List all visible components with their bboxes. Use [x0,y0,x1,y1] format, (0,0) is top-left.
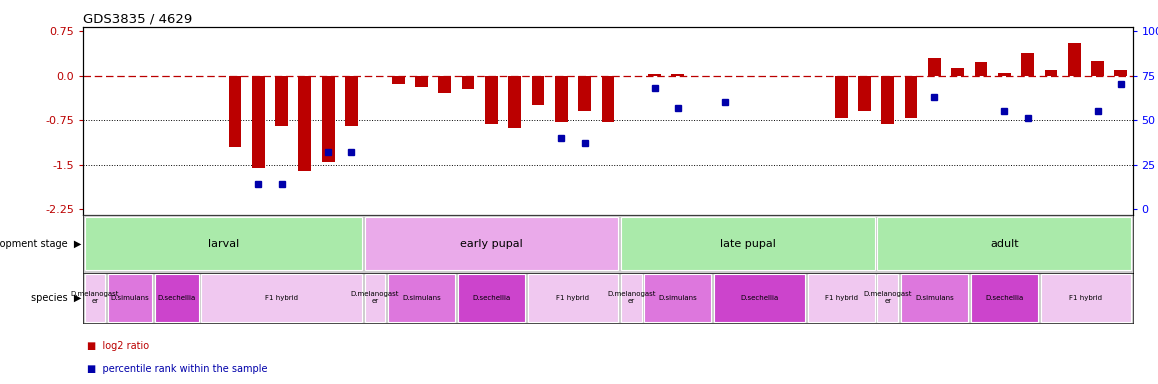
Bar [807,274,874,321]
Bar [714,274,805,321]
Text: D.simulans: D.simulans [402,295,441,301]
Bar [648,74,661,76]
Bar [365,274,386,321]
Bar [835,76,848,118]
Text: F1 hybrid: F1 hybrid [557,295,589,301]
Text: GDS3835 / 4629: GDS3835 / 4629 [83,13,192,26]
Bar [1091,61,1104,76]
Text: D.sechellia: D.sechellia [157,295,196,301]
Bar [322,76,335,162]
Text: D.melanogast
er: D.melanogast er [864,291,913,304]
Text: species  ▶: species ▶ [30,293,81,303]
Bar [155,274,198,321]
Text: development stage  ▶: development stage ▶ [0,239,81,249]
Text: early pupal: early pupal [460,239,522,249]
Bar [621,217,874,270]
Bar [391,76,404,84]
Bar [578,76,591,111]
Bar [998,73,1011,76]
Bar [439,76,452,93]
Bar [85,274,105,321]
Bar [388,274,455,321]
Text: late pupal: late pupal [720,239,776,249]
Bar [878,274,897,321]
Bar [1021,53,1034,76]
Bar [1045,70,1057,76]
Text: D.melanogast
er: D.melanogast er [607,291,655,304]
Text: F1 hybrid: F1 hybrid [1069,295,1102,301]
Bar [901,274,968,321]
Bar [1068,43,1080,76]
Text: larval: larval [207,239,239,249]
Bar [276,76,288,126]
Bar [299,76,312,170]
Bar [365,217,618,270]
Text: F1 hybrid: F1 hybrid [824,295,858,301]
Text: F1 hybrid: F1 hybrid [265,295,298,301]
Text: D.simulans: D.simulans [111,295,149,301]
Bar [1114,70,1127,76]
Text: D.sechellia: D.sechellia [472,295,511,301]
Text: D.simulans: D.simulans [915,295,954,301]
Bar [108,274,152,321]
Bar [672,74,684,76]
Bar [881,76,894,124]
Bar [201,274,361,321]
Bar [951,68,965,76]
Bar [228,76,241,147]
Bar [928,58,940,76]
Bar [508,76,521,128]
Bar [1041,274,1131,321]
Bar [345,76,358,126]
Bar [970,274,1038,321]
Text: adult: adult [990,239,1019,249]
Bar [621,274,642,321]
Bar [858,76,871,111]
Bar [528,274,618,321]
Text: D.simulans: D.simulans [659,295,697,301]
Bar [532,76,544,105]
Bar [85,217,361,270]
Bar [975,63,988,76]
Bar [457,274,525,321]
Bar [251,76,265,167]
Bar [462,76,475,89]
Text: D.melanogast
er: D.melanogast er [71,291,119,304]
Text: D.sechellia: D.sechellia [740,295,778,301]
Bar [904,76,917,118]
Text: ■  log2 ratio: ■ log2 ratio [87,341,149,351]
Bar [601,76,615,122]
Bar [415,76,427,88]
Bar [644,274,711,321]
Bar [485,76,498,124]
Bar [878,217,1131,270]
Text: ■  percentile rank within the sample: ■ percentile rank within the sample [87,364,267,374]
Text: D.sechellia: D.sechellia [985,295,1024,301]
Text: D.melanogast
er: D.melanogast er [351,291,400,304]
Bar [555,76,567,122]
